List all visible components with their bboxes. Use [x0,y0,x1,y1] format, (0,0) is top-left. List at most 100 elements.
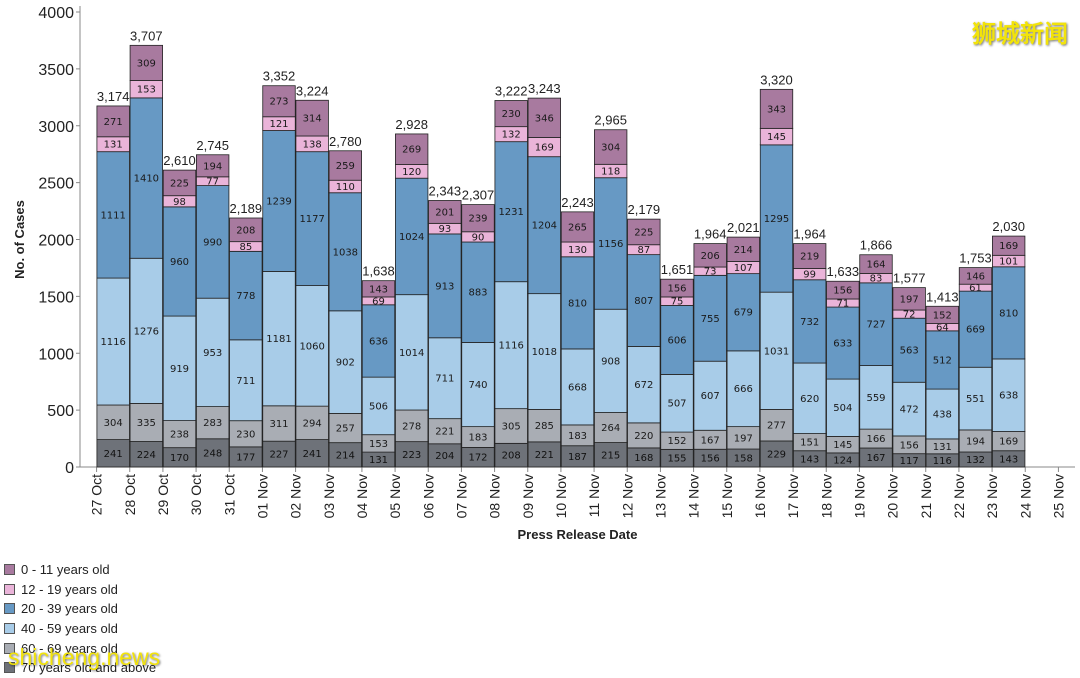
segment-value-label: 269 [402,145,421,156]
bar-total-label: 1,633 [827,264,860,279]
x-tick-label: 12 Nov [619,474,635,518]
segment-value-label: 98 [173,197,186,208]
bar-total-label: 2,189 [230,201,263,216]
segment-value-label: 73 [704,267,717,278]
segment-value-label: 64 [936,323,949,334]
legend-swatch [4,642,15,654]
bar-segment [660,374,694,433]
segment-value-label: 167 [866,453,885,464]
segment-value-label: 1060 [299,341,324,352]
bar-segment [162,420,197,449]
segment-value-label: 220 [634,431,653,442]
bar-segment [594,129,628,165]
segment-value-label: 225 [170,178,189,189]
bar-segment [527,156,561,295]
bar-segment [627,346,661,424]
segment-value-label: 1295 [764,214,789,225]
x-tick-label: 14 Nov [686,474,702,518]
bar-segment [461,342,495,428]
segment-value-label: 151 [800,438,819,449]
segment-value-label: 810 [999,308,1018,319]
bar-segment [395,177,429,296]
segment-value-label: 241 [104,449,123,460]
bar-segment [229,250,263,341]
segment-value-label: 208 [502,451,521,462]
legend-swatch [4,564,15,576]
x-tick-label: 02 Nov [288,474,304,518]
bar-total-label: 3,174 [97,89,130,104]
segment-value-label: 438 [933,409,952,420]
bar-segment [594,308,628,413]
segment-value-label: 223 [402,450,421,461]
segment-value-label: 221 [535,450,554,461]
segment-value-label: 230 [236,429,255,440]
bar-total-label: 2,965 [594,113,627,128]
bar-segment [693,274,727,362]
y-tick-label: 0 [65,460,74,477]
segment-value-label: 132 [502,130,521,141]
segment-value-label: 225 [634,227,653,238]
segment-value-label: 1276 [134,326,159,337]
segment-value-label: 908 [601,356,620,367]
segment-value-label: 224 [137,450,156,461]
x-tick-label: 04 Nov [354,474,370,518]
bar-segment [494,408,528,444]
segment-value-label: 636 [369,336,388,347]
segment-value-label: 990 [203,237,222,248]
segment-value-label: 1031 [764,346,789,357]
bar-segment [428,200,462,224]
bar-segment [925,305,959,324]
bar-total-label: 1,651 [661,262,694,277]
bar-segment [295,405,329,440]
segment-value-label: 121 [269,119,288,130]
segment-value-label: 1014 [399,348,424,359]
segment-value-label: 314 [303,114,322,125]
bar-segment [992,266,1026,360]
bar-segment [428,337,462,420]
bar-segment [527,97,561,138]
bar-segment [328,192,362,312]
segment-value-label: 1024 [399,232,424,243]
segment-value-label: 1204 [532,221,557,232]
bar-segment [262,130,296,272]
legend-swatch [4,623,15,635]
bar-segment [992,235,1026,256]
bar-segment [793,243,827,269]
bar-segment [262,440,296,468]
segment-value-label: 194 [966,436,985,447]
segment-value-label: 668 [568,382,587,393]
segment-value-label: 512 [933,355,952,366]
segment-value-label: 807 [634,296,653,307]
segment-value-label: 778 [236,291,255,302]
segment-value-label: 257 [336,424,355,435]
bar-segment [129,403,163,442]
segment-value-label: 711 [435,374,454,385]
segment-value-label: 1156 [598,239,623,250]
segment-value-label: 166 [866,434,885,445]
segment-value-label: 155 [667,454,686,465]
bar-segment [196,154,230,178]
x-tick-label: 13 Nov [652,474,668,518]
x-tick-label: 28 Oct [122,474,138,515]
segment-value-label: 83 [870,274,883,285]
bar-segment [859,365,893,430]
bar-segment [395,133,429,165]
bar-segment [793,362,827,434]
segment-value-label: 304 [601,143,620,154]
segment-value-label: 85 [239,242,252,253]
segment-value-label: 755 [701,314,720,325]
segment-value-label: 504 [833,403,852,414]
bar-segment [892,287,926,311]
bar-segment [162,315,197,421]
segment-value-label: 732 [800,317,819,328]
x-tick-label: 10 Nov [553,474,569,518]
segment-value-label: 559 [866,393,885,404]
segment-value-label: 204 [435,451,454,462]
segment-value-label: 156 [667,284,686,295]
segment-value-label: 620 [800,394,819,405]
legend-label: 40 - 59 years old [21,621,118,637]
segment-value-label: 1018 [532,347,557,358]
bar-segment [494,100,528,128]
bar-total-label: 1,413 [926,289,959,304]
segment-value-label: 101 [999,257,1018,268]
